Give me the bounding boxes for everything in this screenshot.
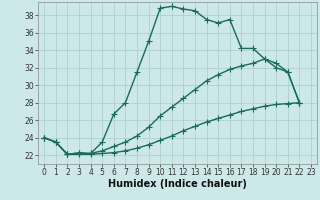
X-axis label: Humidex (Indice chaleur): Humidex (Indice chaleur) [108, 179, 247, 189]
